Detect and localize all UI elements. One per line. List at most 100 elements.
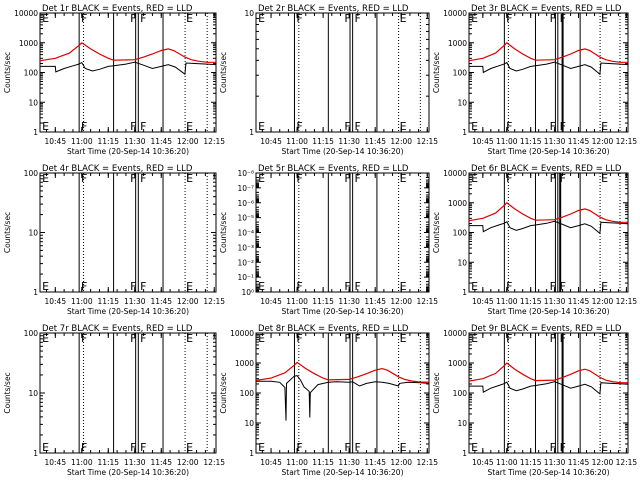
x-tick-label: 11:00 [496,458,518,467]
x-tick-label: 11:00 [286,297,308,306]
marker-letter: F [130,280,136,293]
x-tick-label: 10:45 [260,458,282,467]
x-axis-label: Start Time (20-Sep-14 10:36:20) [67,147,189,156]
x-tick-label: 12:15 [203,137,225,146]
x-tick-label: 12:15 [416,137,438,146]
y-tick-label: 10 [244,419,254,428]
y-tick-label: 1 [33,449,38,458]
marker-letter: E [400,172,407,185]
x-tick-label: 11:30 [544,137,566,146]
lld-series-line [256,361,429,383]
plot-title: Det 3r BLACK = Events, RED = LLD [471,4,622,14]
y-tick-label: 10⁻⁷ [237,184,254,193]
marker-letter: F [81,120,87,133]
y-axis-label: Counts/sec [432,52,441,93]
x-tick-label: 11:15 [312,297,334,306]
marker-letter: F [344,441,350,454]
detector-panel: Det 9r BLACK = Events, RED = LLD Counts/s… [432,324,637,477]
y-tick-label: 100 [240,389,255,398]
marker-letter: F [344,280,350,293]
marker-letter: F [344,12,350,25]
x-axis-label: Start Time (20-Sep-14 10:36:20) [488,468,610,477]
x-tick-label: 11:15 [312,137,334,146]
x-axis-label: Start Time (20-Sep-14 10:36:20) [67,468,189,477]
x-axis-label: Start Time (20-Sep-14 10:36:20) [488,147,610,156]
marker-letter: E [186,280,193,293]
marker-letter: E [601,12,608,25]
plot-frame [39,172,217,293]
marker-letter: E [42,280,49,293]
marker-letter: E [471,12,478,25]
y-tick-label: 1 [462,449,467,458]
x-tick-label: 11:45 [150,137,172,146]
x-tick-label: 11:15 [520,458,542,467]
marker-letter: F [560,441,566,454]
marker-letter: F [354,120,360,133]
x-tick-label: 11:45 [568,297,590,306]
marker-letter: E [186,441,193,454]
marker-letter: F [506,120,512,133]
x-tick-label: 10:45 [260,297,282,306]
x-axis-label: Start Time (20-Sep-14 10:36:20) [282,147,404,156]
y-tick-label: 10⁻⁵ [237,214,254,223]
marker-letter: E [400,280,407,293]
x-tick-label: 11:15 [97,137,119,146]
x-tick-label: 12:15 [616,297,638,306]
marker-letter: F [354,280,360,293]
marker-letter: E [471,280,478,293]
marker-letter: F [560,280,566,293]
plot-title: Det 8r BLACK = Events, RED = LLD [258,324,409,334]
y-tick-label: 1 [462,288,467,297]
events-series-line [469,220,628,235]
marker-letter: E [601,120,608,133]
x-tick-label: 12:15 [616,458,638,467]
y-tick-label: 10000 [14,9,38,18]
marker-letter: F [506,12,512,25]
y-tick-label: 1 [249,128,254,137]
x-tick-label: 10:45 [472,137,494,146]
marker-letter: F [506,441,512,454]
x-axis-label: Start Time (20-Sep-14 10:36:20) [282,307,404,316]
y-axis-label: Counts/sec [219,212,228,253]
y-tick-label: 100 [453,389,468,398]
y-tick-label: 10 [28,229,38,238]
marker-letter: E [258,12,265,25]
plot-title: Det 7r BLACK = Events, RED = LLD [42,324,193,334]
marker-letter: F [140,12,146,25]
plot-frame [255,172,430,293]
plot-frame [39,12,217,133]
x-axis-label: Start Time (20-Sep-14 10:36:20) [67,307,189,316]
marker-letter: F [130,441,136,454]
y-tick-label: 10 [28,98,38,107]
plot-title: Det 9r BLACK = Events, RED = LLD [471,324,622,334]
detector-panel: Det 2r BLACK = Events, RED = LLD Counts/s… [219,4,438,156]
marker-letter: F [506,172,512,185]
y-axis-label: Counts/sec [3,52,12,93]
x-tick-label: 11:30 [544,297,566,306]
lld-series-line [469,362,628,384]
marker-letter: E [601,172,608,185]
y-axis-label: Counts/sec [219,52,228,93]
lld-series-line [469,202,628,223]
marker-letter: F [296,12,302,25]
y-tick-label: 10⁻² [237,258,254,267]
y-tick-label: 10 [457,258,467,267]
detector-panel: Det 6r BLACK = Events, RED = LLD Counts/s… [432,164,637,316]
events-series-line [469,381,628,395]
marker-letter: F [560,332,566,345]
y-tick-label: 10 [457,98,467,107]
x-tick-label: 11:45 [150,458,172,467]
marker-letter: E [186,172,193,185]
y-tick-label: 1000 [448,199,467,208]
marker-letter: F [81,172,87,185]
x-tick-label: 10:45 [472,458,494,467]
marker-letter: F [506,332,512,345]
marker-letter: F [130,332,136,345]
x-tick-label: 11:15 [520,137,542,146]
events-series-line [40,61,216,76]
marker-letter: F [130,172,136,185]
x-tick-label: 12:00 [390,137,412,146]
marker-letter: F [140,120,146,133]
marker-letter: E [601,441,608,454]
detector-panel: Det 8r BLACK = Events, RED = LLD Counts/s… [219,324,438,477]
